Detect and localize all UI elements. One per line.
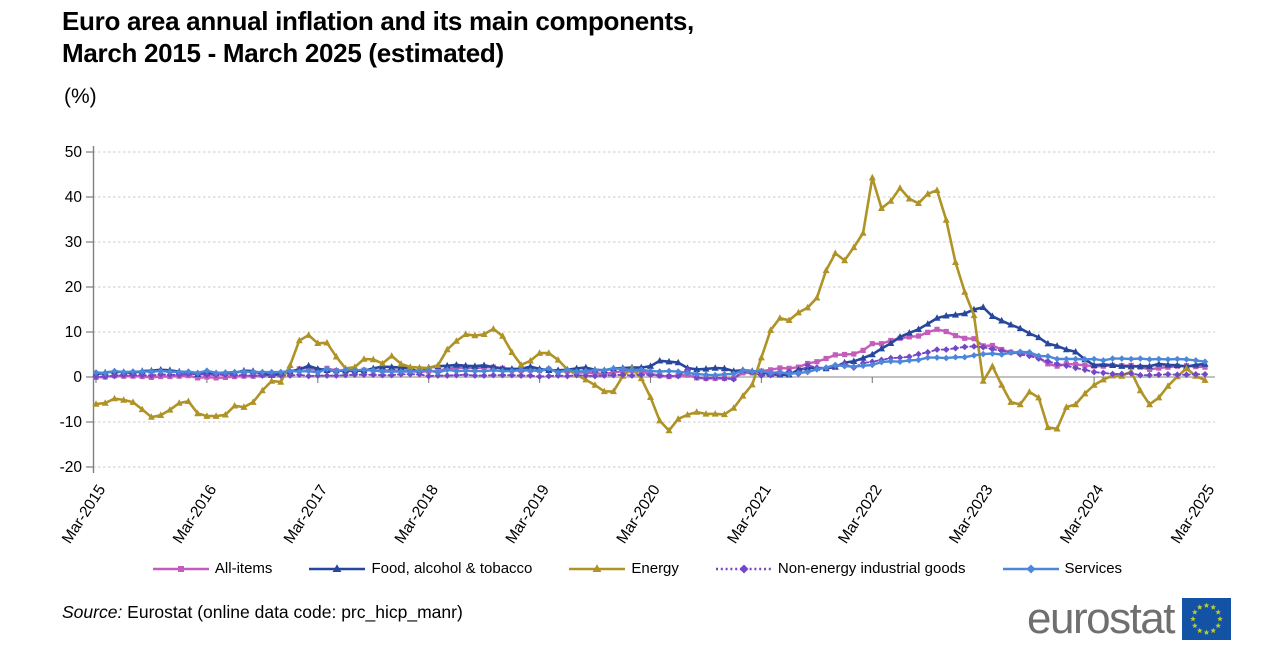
y-tick-label: 30 <box>65 234 83 251</box>
eurostat-logo-text: eurostat <box>1027 594 1175 643</box>
x-tick-label: Mar-2016 <box>170 482 220 547</box>
x-tick-label: Mar-2021 <box>724 482 774 547</box>
legend-label-non-energy-industrial-goods: Non-energy industrial goods <box>777 560 966 577</box>
legend-marker-services <box>1002 564 1059 573</box>
x-tick-label: Mar-2017 <box>281 482 331 547</box>
legend-marker-non-energy-industrial-goods <box>715 564 772 573</box>
series-markers-non-energy-industrial-goods <box>92 343 1209 383</box>
eu-flag-icon <box>1182 598 1231 640</box>
y-tick-label: 20 <box>65 279 83 296</box>
x-tick-label: Mar-2024 <box>1057 482 1108 547</box>
legend-marker-all-items <box>152 565 209 572</box>
chart-title: Euro area annual inflation and its main … <box>62 5 694 69</box>
source-prefix: Source: <box>62 602 123 622</box>
x-tick-label: Mar-2018 <box>392 482 442 547</box>
x-tick-label: Mar-2015 <box>59 482 109 547</box>
x-tick-label: Mar-2019 <box>503 482 553 547</box>
legend-item-services: Services <box>1002 560 1123 577</box>
x-tick-label: Mar-2023 <box>946 482 996 547</box>
x-tick-label: Mar-2025 <box>1168 482 1218 547</box>
y-tick-label: 10 <box>65 324 83 341</box>
legend-item-non-energy-industrial-goods: Non-energy industrial goods <box>715 560 966 577</box>
legend-marker-energy <box>569 563 626 572</box>
legend-label-energy: Energy <box>631 560 679 577</box>
y-tick-label: -20 <box>60 459 83 476</box>
y-tick-label: 40 <box>65 189 83 206</box>
y-tick-label: 0 <box>73 369 82 386</box>
legend-marker-food-alcohol-tobacco <box>309 563 366 572</box>
y-tick-label: -10 <box>60 414 83 431</box>
legend-item-energy: Energy <box>569 560 679 577</box>
legend-item-food-alcohol-tobacco: Food, alcohol & tobacco <box>309 560 532 577</box>
unit-label: (%) <box>64 85 97 108</box>
x-tick-label: Mar-2020 <box>613 482 664 547</box>
source-note: Source: Eurostat (online data code: prc_… <box>62 602 463 623</box>
legend-label-all-items: All-items <box>214 560 273 577</box>
legend-item-all-items: All-items <box>152 560 273 577</box>
legend-label-food-alcohol-tobacco: Food, alcohol & tobacco <box>371 560 533 577</box>
title-line-2: March 2015 - March 2025 (estimated) <box>62 38 504 68</box>
inflation-line-chart: 50 40 30 20 10 0 -10 -20 Mar-2015 Mar-2016 Mar-201… <box>59 144 1218 547</box>
y-tick-label: 50 <box>65 144 83 161</box>
title-line-1: Euro area annual inflation and its main … <box>62 6 694 36</box>
x-tick-label: Mar-2022 <box>835 482 885 547</box>
chart-legend: All-items Food, alcohol & tobacco Energy No… <box>0 560 1275 577</box>
eurostat-logo: eurostat <box>1027 597 1231 641</box>
source-text: Eurostat (online data code: prc_hicp_man… <box>122 602 463 622</box>
series-markers-services <box>92 348 1209 379</box>
series-markers-food-alcohol-tobacco <box>92 303 1209 378</box>
legend-label-services: Services <box>1064 560 1123 577</box>
